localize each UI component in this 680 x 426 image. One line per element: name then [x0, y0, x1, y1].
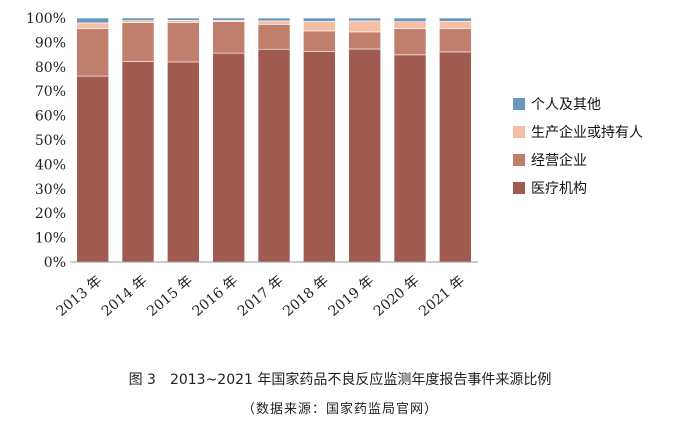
bar-segment — [167, 22, 200, 63]
legend-label: 生产企业或持有人 — [531, 124, 643, 141]
bar-segment — [76, 28, 109, 77]
bar-segment — [303, 51, 336, 263]
data-source-note: （数据来源：国家药监局官网） — [241, 402, 438, 417]
bar-segment — [348, 20, 381, 33]
bar-segment — [167, 17, 200, 21]
y-tick-label: 20% — [35, 206, 66, 222]
y-tick-label: 10% — [35, 231, 66, 247]
legend-swatch — [513, 126, 525, 138]
x-tick-label: 2020 年 — [371, 273, 423, 320]
x-tick-label: 2017 年 — [235, 273, 287, 320]
y-tick-label: 0% — [44, 255, 66, 271]
legend-label: 医疗机构 — [531, 181, 587, 197]
y-tick-label: 80% — [35, 60, 66, 76]
bar-segment — [348, 48, 381, 263]
stacked-bar-chart: 0%10%20%30%40%50%60%70%80%90%100%2013 年2… — [26, 11, 643, 320]
bar-segment — [167, 61, 200, 263]
bar-segment — [212, 21, 245, 54]
bar-segment — [121, 22, 155, 62]
bar-segment — [393, 54, 427, 263]
y-tick-label: 40% — [35, 157, 66, 173]
legend-swatch — [513, 154, 525, 166]
bar-segment — [212, 17, 245, 21]
bar-segment — [303, 30, 336, 52]
bar-segment — [257, 24, 291, 50]
x-tick-label: 2018 年 — [280, 273, 332, 320]
bar-segment — [393, 21, 427, 29]
bar-segment — [303, 17, 336, 22]
legend-label: 经营企业 — [531, 152, 587, 169]
y-tick-label: 30% — [35, 182, 66, 198]
y-tick-label: 60% — [35, 109, 66, 125]
bar-segment — [257, 17, 291, 22]
bar-segment — [439, 28, 472, 53]
legend-swatch — [513, 182, 525, 194]
bar-segment — [439, 17, 472, 22]
bar-segment — [303, 21, 336, 32]
y-tick-label: 100% — [26, 11, 66, 27]
x-tick-label: 2016 年 — [190, 273, 242, 320]
bar-segment — [212, 52, 245, 263]
bar-segment — [121, 17, 155, 21]
bar-segment — [76, 75, 109, 263]
bar-segment — [393, 28, 427, 56]
bar-segment — [257, 48, 291, 263]
bar-segment — [348, 17, 381, 22]
x-tick-label: 2013 年 — [54, 273, 106, 320]
bar-segment — [76, 17, 109, 24]
x-tick-label: 2014 年 — [99, 273, 151, 320]
bar-segment — [439, 21, 472, 29]
bar-segment — [439, 51, 472, 263]
legend-swatch — [513, 98, 525, 110]
bar-segment — [76, 22, 109, 29]
figure-caption: 图 3 2013~2021 年国家药品不良反应监测年度报告事件来源比例 — [128, 372, 552, 388]
y-tick-label: 70% — [35, 84, 66, 100]
x-tick-label: 2021 年 — [416, 273, 468, 320]
bar-segment — [257, 20, 291, 25]
x-tick-label: 2019 年 — [326, 273, 378, 320]
bar-segment — [348, 31, 381, 50]
bar-segment — [393, 17, 427, 22]
legend-label: 个人及其他 — [531, 97, 601, 113]
y-tick-label: 90% — [35, 35, 66, 51]
x-tick-label: 2015 年 — [144, 273, 196, 320]
bar-segment — [121, 61, 155, 263]
y-tick-label: 50% — [35, 133, 66, 149]
